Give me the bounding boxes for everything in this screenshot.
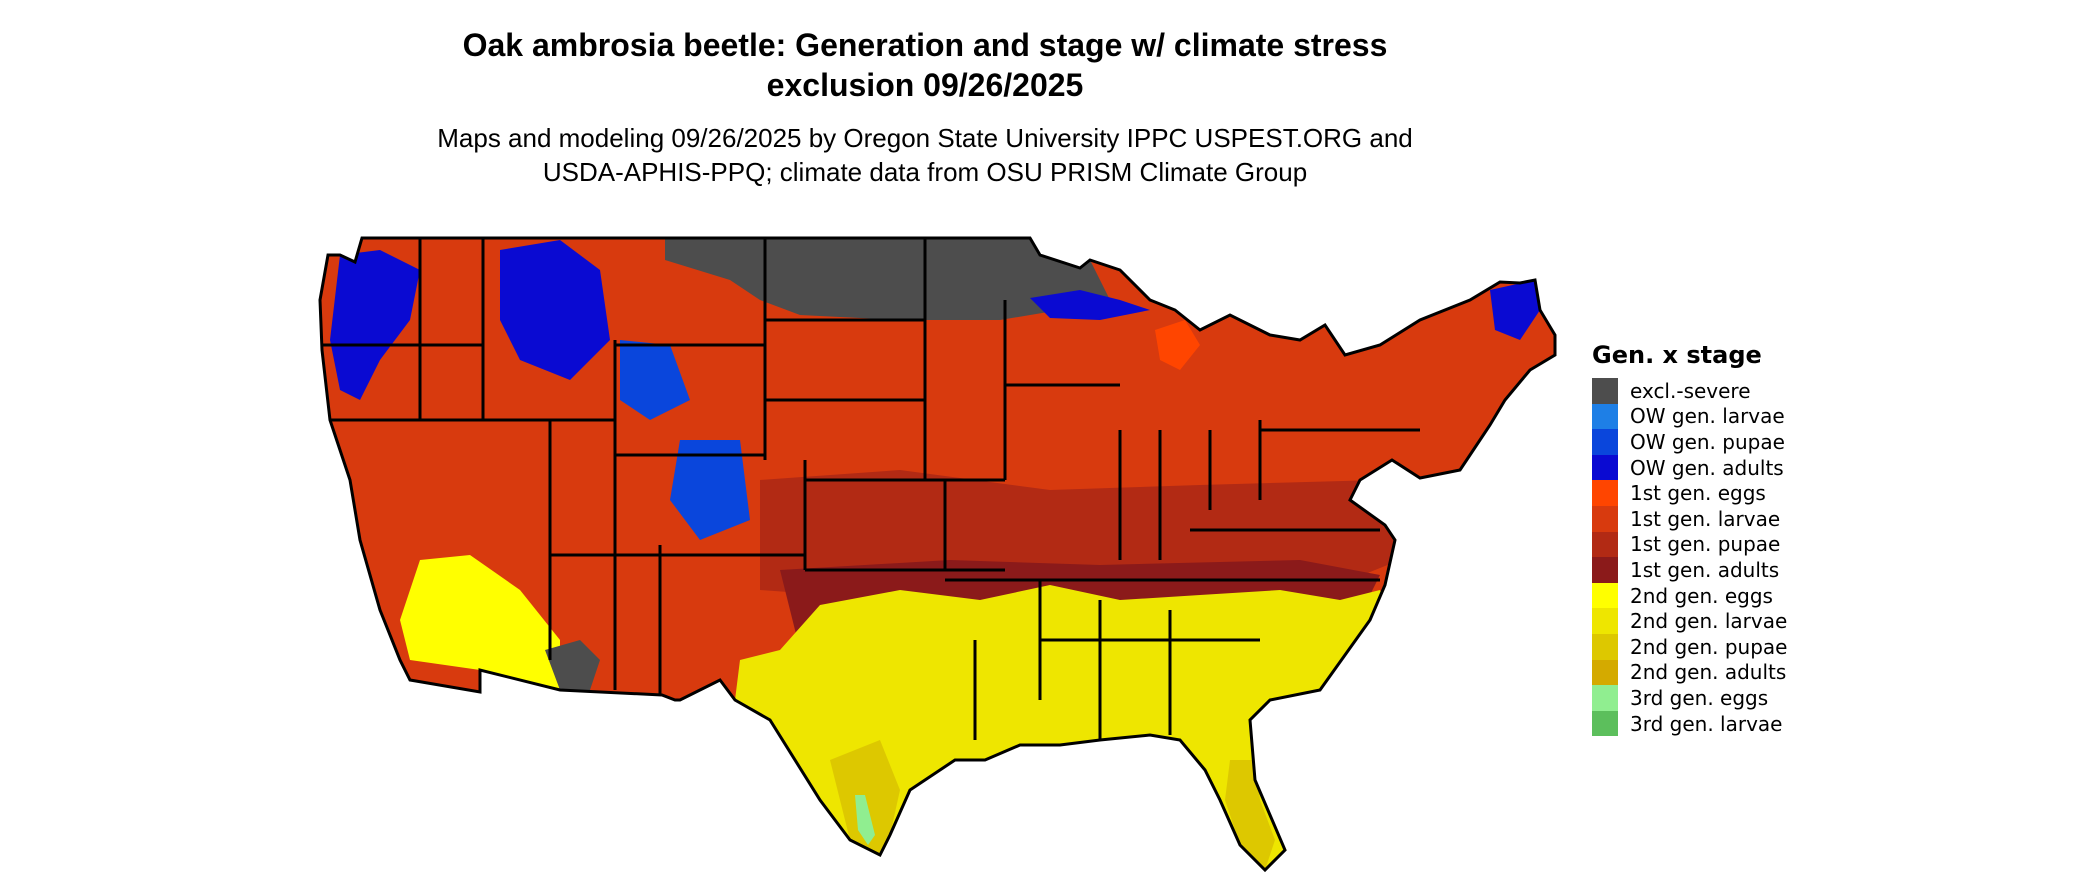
legend-swatch — [1592, 531, 1618, 558]
region-second-gen-eggs-sw — [400, 555, 560, 690]
region-ow-adults-pnw — [330, 250, 420, 400]
region-ow-adults-maine — [1490, 280, 1540, 340]
legend-item: 2nd gen. larvae — [1592, 608, 1992, 634]
legend-swatch — [1592, 659, 1618, 686]
region-excl-severe-az — [545, 640, 600, 690]
map-subtitle-line-1: Maps and modeling 09/26/2025 by Oregon S… — [437, 123, 1413, 153]
legend-swatch — [1592, 582, 1618, 609]
map-title-line-2: exclusion 09/26/2025 — [766, 67, 1084, 103]
legend-swatch — [1592, 403, 1618, 430]
legend-label: 1st gen. adults — [1630, 557, 1780, 582]
region-excl-severe-north — [665, 238, 1110, 320]
legend-label: 2nd gen. eggs — [1630, 583, 1773, 608]
region-ow-pupae-colorado — [670, 440, 750, 540]
legend-item: OW gen. adults — [1592, 454, 1992, 481]
region-second-gen-larvae — [735, 585, 1400, 870]
legend-swatch — [1592, 429, 1618, 455]
legend-item: 2nd gen. pupae — [1592, 633, 1992, 660]
region-second-gen-pupae-fl — [1225, 760, 1275, 870]
legend-label: excl.-severe — [1630, 378, 1751, 403]
legend-item: OW gen. pupae — [1592, 429, 1992, 455]
legend-item: 3rd gen. larvae — [1592, 710, 1992, 737]
title-block: Oak ambrosia beetle: Generation and stag… — [250, 25, 1600, 189]
legend-item: excl.-severe — [1592, 378, 1992, 404]
legend-label: 2nd gen. adults — [1630, 660, 1787, 685]
region-ow-pupae-wyoming — [620, 340, 690, 420]
legend-label: 1st gen. pupae — [1630, 532, 1781, 557]
region-ow-adults-idaho — [500, 240, 610, 380]
map-title-line-1: Oak ambrosia beetle: Generation and stag… — [462, 27, 1388, 63]
legend-swatch — [1592, 454, 1618, 481]
map-subtitle-line-2: USDA-APHIS-PPQ; climate data from OSU PR… — [542, 157, 1308, 187]
us-map — [300, 220, 1600, 892]
legend: Gen. x stage excl.-severe OW gen. larvae O… — [1592, 340, 1992, 737]
legend-swatch — [1592, 633, 1618, 660]
legend-swatch — [1592, 480, 1618, 506]
legend-items: excl.-severe OW gen. larvae OW gen. pupae O… — [1592, 378, 1992, 737]
region-first-gen-eggs-michigan — [1155, 320, 1200, 370]
legend-item: OW gen. larvae — [1592, 403, 1992, 430]
map-subtitle: Maps and modeling 09/26/2025 by Oregon S… — [250, 121, 1600, 189]
legend-item: 1st gen. eggs — [1592, 480, 1992, 506]
legend-label: OW gen. pupae — [1630, 429, 1785, 454]
legend-swatch — [1592, 608, 1618, 634]
legend-swatch — [1592, 505, 1618, 532]
legend-item: 3rd gen. eggs — [1592, 685, 1992, 711]
legend-label: 3rd gen. eggs — [1630, 685, 1769, 710]
region-ow-adults-upper-michigan — [1030, 290, 1150, 320]
legend-label: OW gen. adults — [1630, 455, 1784, 480]
legend-label: 2nd gen. larvae — [1630, 609, 1788, 634]
legend-swatch — [1592, 710, 1618, 737]
legend-item: 2nd gen. adults — [1592, 659, 1992, 686]
legend-label: OW gen. larvae — [1630, 404, 1785, 429]
legend-label: 3rd gen. larvae — [1630, 711, 1783, 736]
state-boundaries-horizontal — [322, 318, 1420, 642]
legend-item: 1st gen. larvae — [1592, 505, 1992, 532]
legend-item: 1st gen. pupae — [1592, 531, 1992, 558]
legend-swatch — [1592, 557, 1618, 583]
legend-item: 2nd gen. eggs — [1592, 582, 1992, 609]
map-title: Oak ambrosia beetle: Generation and stag… — [250, 25, 1600, 105]
legend-title: Gen. x stage — [1592, 341, 1762, 369]
legend-label: 1st gen. eggs — [1630, 481, 1766, 506]
us-map-svg — [318, 236, 1557, 873]
region-third-gen-eggs — [855, 795, 875, 845]
legend-swatch — [1592, 685, 1618, 711]
legend-label: 1st gen. larvae — [1630, 506, 1781, 531]
state-boundaries — [318, 236, 1557, 873]
legend-item: 1st gen. adults — [1592, 557, 1992, 583]
legend-label: 2nd gen. pupae — [1630, 634, 1788, 659]
legend-swatch — [1592, 378, 1618, 404]
